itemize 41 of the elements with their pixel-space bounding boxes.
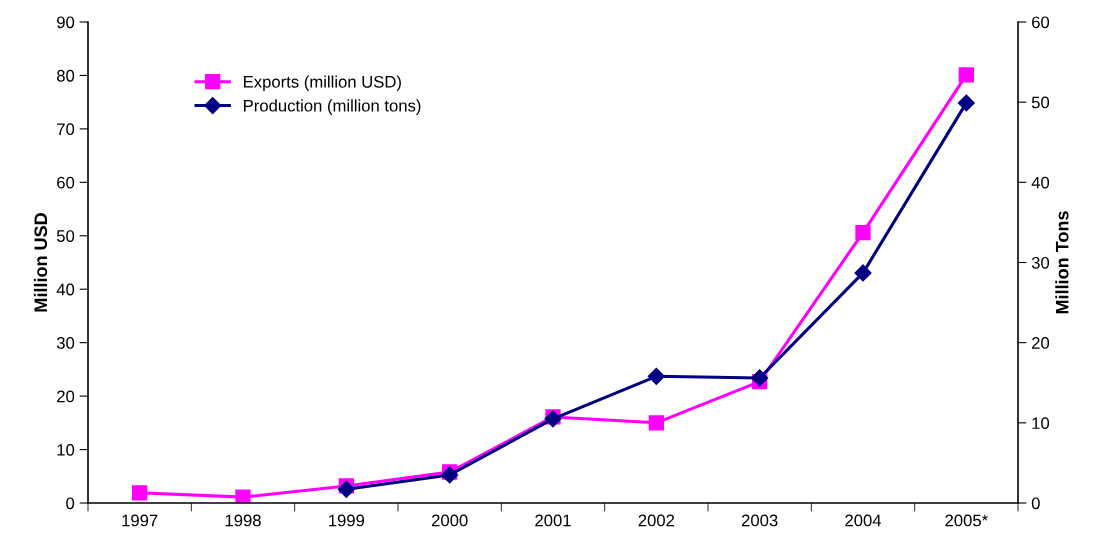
y-tick-label: 20 [57, 390, 75, 403]
x-tick-label: 2003 [741, 514, 778, 527]
point [957, 94, 975, 112]
point [441, 466, 459, 484]
point [958, 67, 974, 83]
point [855, 224, 871, 241]
y-tick-label: 50 [56, 230, 75, 242]
point [337, 480, 355, 498]
x-tick-label: 1997 [122, 514, 158, 527]
y2-tick-label: 40 [1031, 176, 1050, 189]
y-tick-label: 80 [56, 69, 75, 82]
x-tick-label: 2001 [535, 514, 571, 527]
y-tick-label: 30 [56, 337, 75, 349]
y-tick-label: 70 [57, 123, 75, 136]
x-tick-label: 2000 [431, 514, 468, 527]
y2-tick-label: 0 [1031, 497, 1040, 510]
point [235, 489, 251, 503]
y2-tick-label: 60 [1032, 16, 1050, 29]
x-tick-label: 2005* [945, 514, 988, 527]
point [854, 264, 872, 282]
point [647, 367, 665, 385]
y-tick-label: 40 [56, 283, 75, 296]
legend-label: Exports (million USD) [244, 75, 401, 92]
point [132, 485, 148, 501]
x-tick-label: 1999 [329, 514, 365, 527]
point [648, 415, 664, 431]
y-axis-title: Million USD [33, 213, 48, 312]
y-tick-label: 0 [66, 497, 75, 510]
y-tick-label: 10 [57, 443, 75, 456]
y2-tick-label: 30 [1031, 256, 1050, 269]
y2-tick-label: 50 [1031, 96, 1050, 109]
y2-axis-title: Million Tons [1055, 211, 1069, 314]
y2-tick-label: 20 [1032, 337, 1050, 349]
y-tick-label: 60 [57, 176, 75, 189]
legend-label: Production (million tons) [244, 99, 421, 115]
point [751, 369, 769, 387]
y2-tick-label: 10 [1032, 417, 1050, 430]
y-tick-label: 90 [57, 16, 75, 29]
x-tick-label: 2004 [845, 514, 882, 527]
x-tick-label: 1998 [225, 514, 261, 527]
x-tick-label: 2002 [638, 514, 675, 527]
